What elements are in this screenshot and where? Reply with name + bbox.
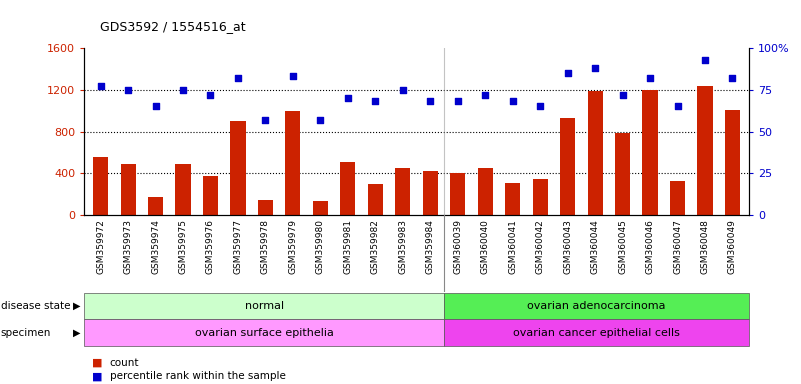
Point	[589, 65, 602, 71]
Text: GSM359973: GSM359973	[123, 219, 132, 274]
Point	[95, 83, 107, 89]
Text: count: count	[110, 358, 139, 368]
Text: GSM359975: GSM359975	[179, 219, 187, 274]
Bar	[445, 293, 749, 319]
Point	[616, 92, 629, 98]
Point	[424, 98, 437, 104]
Text: ovarian adenocarcinoma: ovarian adenocarcinoma	[527, 301, 666, 311]
Bar	[313, 202, 328, 215]
Bar	[368, 184, 383, 215]
Text: GSM360042: GSM360042	[536, 219, 545, 274]
Text: GSM360041: GSM360041	[508, 219, 517, 274]
Bar	[93, 157, 108, 215]
Text: normal: normal	[244, 301, 284, 311]
Text: GSM360040: GSM360040	[481, 219, 489, 274]
Text: ■: ■	[92, 371, 103, 381]
Text: disease state: disease state	[1, 301, 70, 311]
Text: GSM360043: GSM360043	[563, 219, 572, 274]
Text: GSM360047: GSM360047	[673, 219, 682, 274]
Text: GDS3592 / 1554516_at: GDS3592 / 1554516_at	[100, 20, 246, 33]
Text: GSM360049: GSM360049	[728, 219, 737, 274]
Text: GSM359980: GSM359980	[316, 219, 325, 274]
Bar	[340, 162, 356, 215]
Point	[176, 87, 189, 93]
Bar	[120, 164, 135, 215]
Bar	[231, 121, 245, 215]
Bar	[84, 293, 445, 319]
Bar	[670, 180, 685, 215]
Text: GSM360048: GSM360048	[701, 219, 710, 274]
Bar	[533, 179, 548, 215]
Point	[451, 98, 464, 104]
Bar	[477, 168, 493, 215]
Point	[314, 117, 327, 123]
Text: GSM359979: GSM359979	[288, 219, 297, 274]
Point	[479, 92, 492, 98]
Point	[698, 56, 711, 63]
Text: GSM359983: GSM359983	[398, 219, 407, 274]
Point	[396, 87, 409, 93]
Point	[506, 98, 519, 104]
Text: GSM359974: GSM359974	[151, 219, 160, 274]
Point	[204, 92, 217, 98]
Point	[671, 103, 684, 109]
Text: GSM360044: GSM360044	[590, 219, 600, 274]
Bar	[560, 118, 575, 215]
Text: ovarian cancer epithelial cells: ovarian cancer epithelial cells	[513, 328, 680, 338]
Bar	[725, 109, 740, 215]
Point	[726, 75, 739, 81]
Text: ▶: ▶	[73, 328, 80, 338]
Point	[122, 87, 135, 93]
Bar	[642, 90, 658, 215]
Bar	[285, 111, 300, 215]
Point	[369, 98, 382, 104]
Point	[562, 70, 574, 76]
Text: GSM360045: GSM360045	[618, 219, 627, 274]
Text: percentile rank within the sample: percentile rank within the sample	[110, 371, 286, 381]
Bar	[175, 164, 191, 215]
Bar	[505, 183, 520, 215]
Bar	[450, 173, 465, 215]
Point	[231, 75, 244, 81]
Text: GSM360039: GSM360039	[453, 219, 462, 274]
Text: GSM359982: GSM359982	[371, 219, 380, 274]
Text: GSM360046: GSM360046	[646, 219, 654, 274]
Bar	[615, 132, 630, 215]
Point	[644, 75, 657, 81]
Point	[149, 103, 162, 109]
Bar	[698, 86, 713, 215]
Bar	[423, 171, 438, 215]
Point	[287, 73, 300, 79]
Bar	[84, 319, 445, 346]
Text: GSM359984: GSM359984	[426, 219, 435, 274]
Bar	[445, 319, 749, 346]
Bar	[588, 91, 602, 215]
Text: GSM359977: GSM359977	[233, 219, 243, 274]
Text: GSM359978: GSM359978	[261, 219, 270, 274]
Text: ovarian surface epithelia: ovarian surface epithelia	[195, 328, 333, 338]
Text: ▶: ▶	[73, 301, 80, 311]
Text: GSM359981: GSM359981	[344, 219, 352, 274]
Point	[341, 95, 354, 101]
Text: GSM359976: GSM359976	[206, 219, 215, 274]
Point	[533, 103, 546, 109]
Bar	[395, 168, 410, 215]
Text: ■: ■	[92, 358, 103, 368]
Text: GSM359972: GSM359972	[96, 219, 105, 274]
Bar	[148, 197, 163, 215]
Point	[259, 117, 272, 123]
Text: specimen: specimen	[1, 328, 51, 338]
Bar	[258, 200, 273, 215]
Bar	[203, 176, 218, 215]
